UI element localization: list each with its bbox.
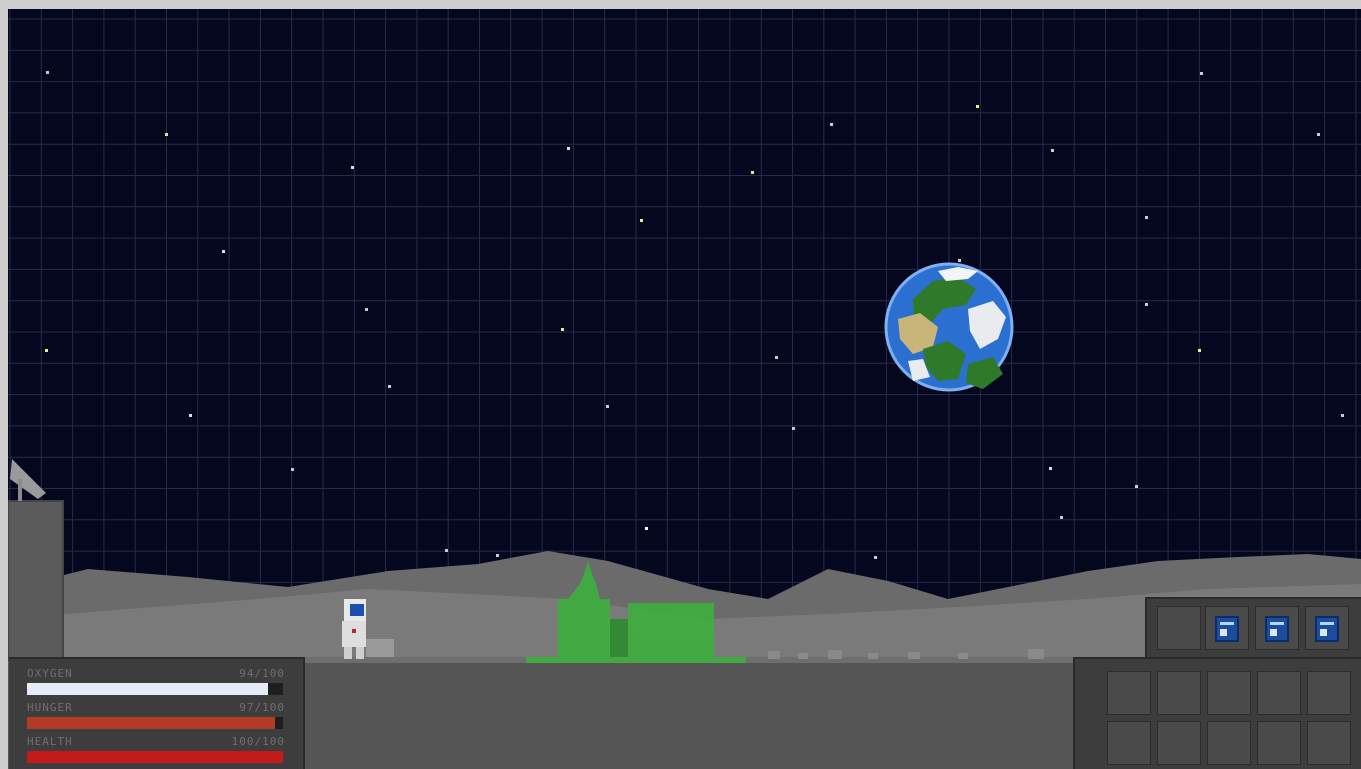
health-bar <box>27 751 283 763</box>
inventory-slot[interactable] <box>1207 721 1251 765</box>
hotbar-slot-1[interactable] <box>1157 606 1201 650</box>
hunger-bar <box>27 717 283 729</box>
health-value: 100/100 <box>231 735 285 748</box>
health-stat: HEALTH 100/100 <box>27 735 285 763</box>
inventory-grid <box>1073 657 1361 769</box>
inventory-slot[interactable] <box>1307 671 1351 715</box>
hotbar <box>1145 597 1361 657</box>
astronaut-player[interactable] <box>342 599 394 659</box>
hotbar-slot-4[interactable] <box>1305 606 1349 650</box>
oxygen-stat: OXYGEN 94/100 <box>27 667 285 695</box>
inventory-slot[interactable] <box>1207 671 1251 715</box>
stars <box>45 71 1344 559</box>
status-panel: OXYGEN 94/100 HUNGER 97/100 HEALTH 100/1… <box>9 657 305 769</box>
inventory-slot[interactable] <box>1107 671 1151 715</box>
oxygen-bar <box>27 683 283 695</box>
inventory-slot[interactable] <box>1257 721 1301 765</box>
health-bar-fill <box>27 751 283 763</box>
oxygen-bar-fill <box>27 683 268 695</box>
hunger-label: HUNGER <box>27 701 73 714</box>
hotbar-slot-3[interactable] <box>1255 606 1299 650</box>
inventory-slot[interactable] <box>1157 721 1201 765</box>
inventory-slot[interactable] <box>1107 721 1151 765</box>
solar-panel-icon <box>1265 616 1289 642</box>
hunger-value: 97/100 <box>239 701 285 714</box>
inventory-slot[interactable] <box>1157 671 1201 715</box>
earth-planet <box>884 262 1014 392</box>
rocks <box>768 649 1044 659</box>
hotbar-slot-2[interactable] <box>1205 606 1249 650</box>
solar-panel-icon <box>1315 616 1339 642</box>
inventory-slot[interactable] <box>1257 671 1301 715</box>
health-label: HEALTH <box>27 735 73 748</box>
hunger-bar-fill <box>27 717 276 729</box>
solar-panel-icon <box>1215 616 1239 642</box>
hunger-stat: HUNGER 97/100 <box>27 701 285 729</box>
green-structures[interactable] <box>526 561 746 663</box>
inventory-slot[interactable] <box>1307 721 1351 765</box>
oxygen-label: OXYGEN <box>27 667 73 680</box>
oxygen-value: 94/100 <box>239 667 285 680</box>
